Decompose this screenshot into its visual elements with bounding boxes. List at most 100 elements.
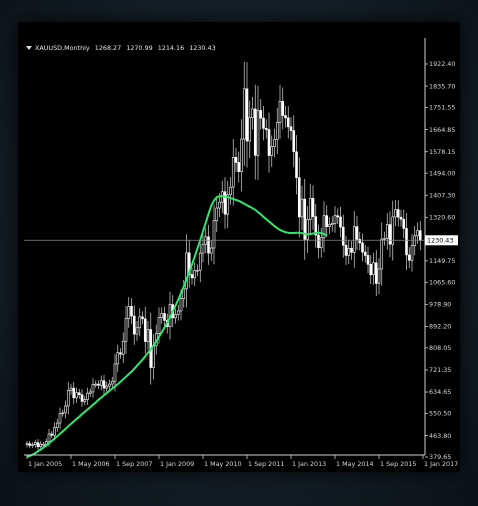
candle-body [94, 383, 98, 386]
candle-body [341, 226, 345, 246]
x-tick-label: 1 Jan 2009 [160, 460, 194, 468]
candle [267, 112, 271, 173]
candle [209, 240, 213, 262]
candle [42, 441, 45, 447]
candle [297, 157, 301, 238]
candle [127, 297, 131, 328]
candle [240, 119, 243, 192]
candle [286, 106, 290, 139]
candle [229, 177, 232, 205]
candle [237, 151, 241, 183]
candle-body [361, 242, 364, 253]
candle-body [58, 413, 62, 424]
candle-body [231, 157, 235, 188]
candle-body [160, 313, 164, 318]
y-tick-label: 721.35 [429, 366, 451, 374]
candle-body [416, 230, 419, 237]
candle [226, 180, 230, 229]
candle-body [50, 433, 54, 436]
candle-body [242, 88, 246, 140]
y-tick-label: 1407.30 [429, 191, 455, 199]
candle-body [388, 224, 392, 245]
candle-body [366, 255, 370, 265]
candle-body [36, 442, 40, 448]
candle-body [99, 380, 103, 386]
candle-body [110, 380, 114, 385]
candle [231, 138, 235, 206]
candle-body [322, 215, 326, 239]
current-price-label: 1230.43 [427, 237, 453, 245]
candle [372, 252, 375, 285]
candle-body [374, 262, 378, 284]
x-tick-label: 1 Sep 2007 [116, 460, 152, 468]
candle [215, 196, 219, 233]
candle [295, 135, 298, 195]
candle [132, 305, 136, 345]
candle [333, 206, 337, 233]
candle [143, 306, 147, 354]
candle-body [264, 127, 268, 130]
candle [363, 244, 367, 263]
candle-body [317, 234, 320, 249]
candle-body [223, 191, 227, 215]
candle [352, 211, 356, 268]
candle-body [407, 254, 411, 261]
candle-body [102, 380, 106, 389]
y-tick-label: 1578.15 [429, 148, 455, 156]
candle [66, 382, 70, 415]
candle-body [270, 146, 274, 156]
candle-body [135, 327, 139, 335]
x-tick-label: 1 Sep 2015 [380, 460, 416, 468]
candle-body [77, 392, 81, 396]
candle-body [267, 129, 271, 156]
candle [292, 115, 296, 168]
candle-body [237, 162, 241, 172]
candle-body [201, 243, 205, 254]
candle-body [226, 194, 230, 215]
candle-body [69, 387, 73, 391]
candle [193, 262, 197, 287]
candle [281, 87, 285, 130]
candle-body [130, 306, 133, 317]
candle [75, 387, 78, 403]
chart-header: XAUUSD,Monthly 1268.27 1270.99 1214.16 1… [26, 44, 219, 56]
candle-body [75, 392, 78, 399]
plot-area[interactable] [24, 38, 425, 455]
candle [198, 241, 202, 283]
candle [273, 128, 276, 158]
x-tick-label: 1 May 2014 [336, 460, 374, 468]
candle [207, 225, 210, 265]
candle [303, 178, 307, 260]
candle [355, 215, 359, 251]
dropdown-triangle-icon[interactable] [26, 46, 32, 50]
candle-body [295, 151, 298, 179]
candle [270, 135, 274, 167]
candle-body [256, 110, 260, 156]
candle [99, 375, 103, 391]
candle-body [113, 363, 117, 382]
candle [36, 439, 40, 451]
candle-body [363, 251, 367, 256]
candle-body [207, 236, 210, 254]
candle [248, 100, 252, 158]
candle-body [308, 198, 312, 220]
close-value: 1230.43 [189, 44, 216, 52]
candle [336, 208, 340, 225]
candle [275, 107, 279, 155]
candle-body [28, 443, 32, 446]
candle [262, 106, 265, 141]
candle [253, 84, 257, 180]
candle [163, 306, 166, 328]
candle-body [347, 247, 351, 256]
low-value: 1214.16 [157, 44, 185, 52]
candle-body [253, 108, 257, 156]
candle [88, 388, 92, 397]
candle-body [143, 318, 147, 342]
candle-body [119, 352, 122, 355]
candle [383, 231, 386, 246]
candle-body [396, 209, 400, 218]
candle [119, 348, 122, 359]
candle-body [339, 216, 342, 228]
candle-body [146, 329, 150, 342]
